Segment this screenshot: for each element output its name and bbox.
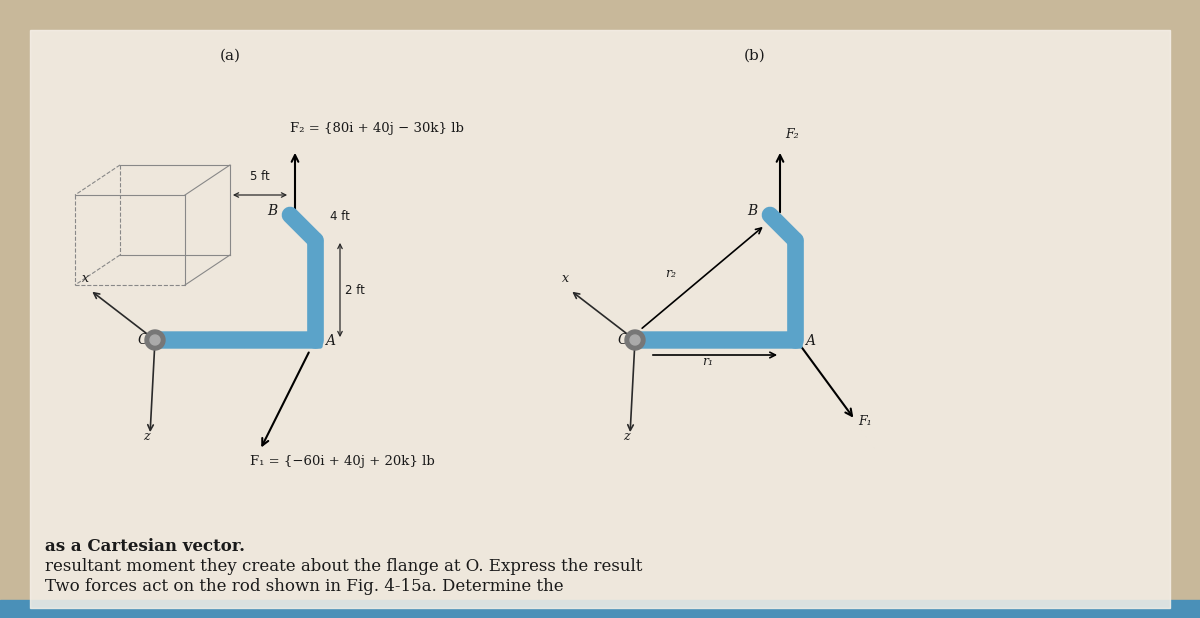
Text: r₁: r₁	[702, 355, 713, 368]
Text: Two forces act on the rod shown in Fig. 4-15a. Determine the: Two forces act on the rod shown in Fig. …	[46, 578, 564, 595]
Circle shape	[145, 330, 166, 350]
Text: B: B	[746, 204, 757, 218]
Text: A: A	[805, 334, 815, 348]
Text: (a): (a)	[220, 49, 240, 63]
Text: resultant moment they create about the flange at O. Express the result: resultant moment they create about the f…	[46, 558, 642, 575]
Text: O: O	[137, 333, 149, 347]
Text: F₁: F₁	[858, 415, 871, 428]
Text: z: z	[143, 430, 150, 443]
Text: O: O	[617, 333, 629, 347]
Bar	[0, 600, 1200, 618]
Text: B: B	[266, 204, 277, 218]
Text: F₂: F₂	[785, 128, 799, 141]
Text: y: y	[738, 335, 745, 348]
Text: 2 ft: 2 ft	[346, 284, 365, 297]
Text: r₂: r₂	[665, 267, 676, 280]
FancyBboxPatch shape	[634, 332, 802, 348]
Circle shape	[150, 335, 160, 345]
Text: y: y	[258, 335, 265, 348]
Text: as a Cartesian vector.: as a Cartesian vector.	[46, 538, 245, 555]
Text: x: x	[562, 272, 569, 285]
Text: 4 ft: 4 ft	[330, 210, 350, 223]
Text: 5 ft: 5 ft	[250, 170, 270, 183]
Text: x: x	[82, 272, 89, 285]
Circle shape	[625, 330, 646, 350]
Text: z: z	[623, 430, 630, 443]
Text: F₁ = {−60i + 40j + 20k} lb: F₁ = {−60i + 40j + 20k} lb	[250, 455, 434, 468]
Text: A: A	[325, 334, 335, 348]
Text: (b): (b)	[744, 49, 766, 63]
Circle shape	[630, 335, 640, 345]
FancyBboxPatch shape	[154, 332, 322, 348]
Text: F₂ = {80i + 40j − 30k} lb: F₂ = {80i + 40j − 30k} lb	[290, 122, 464, 135]
